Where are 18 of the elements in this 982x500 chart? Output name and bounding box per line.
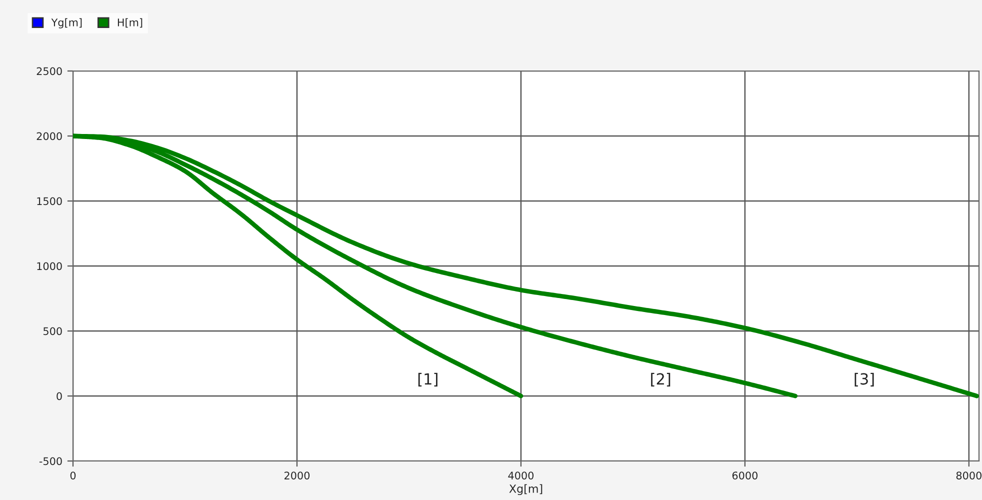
x-tick-label: 8000 xyxy=(956,472,982,480)
annotation: [3] xyxy=(854,372,874,387)
x-tick-label: 4000 xyxy=(508,472,534,480)
y-tick-label: 0 xyxy=(56,392,62,400)
y-tick-label: 2500 xyxy=(36,67,62,76)
annotation: [2] xyxy=(651,372,670,387)
y-tick-label: 2000 xyxy=(36,132,62,140)
y-tick-label: 500 xyxy=(44,327,62,336)
annotation: [1] xyxy=(418,372,438,387)
legend-label: Yg[m] xyxy=(51,18,82,28)
x-tick-label: 6000 xyxy=(732,472,758,480)
legend-label: H[m] xyxy=(118,18,142,28)
x-tick-label: 2000 xyxy=(284,472,310,480)
x-tick-label: 0 xyxy=(70,472,76,480)
y-tick-label: 1000 xyxy=(37,262,62,270)
y-tick-label: -500 xyxy=(39,457,62,466)
x-axis-title: Xg[m] xyxy=(509,484,542,496)
y-tick-label: 1500 xyxy=(37,197,62,206)
